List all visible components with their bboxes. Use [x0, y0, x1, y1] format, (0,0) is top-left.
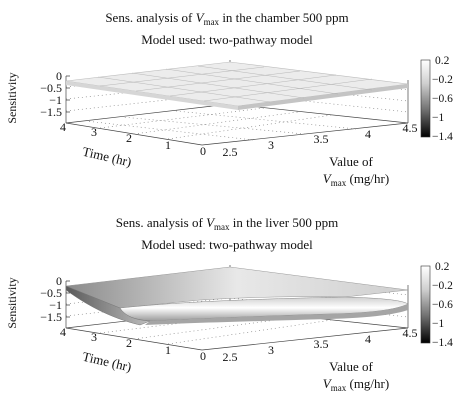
colorbar-tick-label: 0.2: [435, 55, 450, 67]
y-axis: 4 3 2 1 0 Time (hr): [60, 120, 206, 170]
x-axis-label-line1: Value of: [329, 359, 373, 374]
x-tick-label: 3.5: [314, 132, 329, 146]
x-tick-label: 3: [268, 343, 274, 357]
colorbar-tick-label: −0.2: [432, 74, 453, 86]
x-tick-label: 3: [268, 138, 274, 152]
colorbar-tick-label: −0.6: [432, 299, 453, 311]
z-tick-label: −1: [49, 93, 62, 107]
z-tick-label: −0.5: [40, 81, 62, 95]
x-axis: 2.5 3 3.5 4 4.5 Value of Vmax (mg/hr): [223, 121, 418, 188]
chart-title-line1: Sens. analysis of Vmax in the chamber 50…: [105, 10, 348, 27]
colorbar-tick-label: −0.6: [432, 93, 453, 105]
colorbar-tick-label: −1.4: [432, 337, 453, 349]
x-tick-label: 4: [365, 332, 371, 346]
y-axis-label: Time (hr): [81, 349, 133, 375]
z-tick-label: −1.5: [40, 310, 62, 324]
y-tick-label: 0: [200, 144, 206, 158]
colorbar-tick-label: −1.4: [432, 131, 453, 143]
z-tick-label: 0: [56, 69, 62, 83]
x-axis: 2.5 3 3.5 4 4.5 Value of Vmax (mg/hr): [223, 326, 418, 393]
y-axis: 4 3 2 1 0 Time (hr): [60, 325, 206, 375]
panel-chamber: Sens. analysis of Vmax in the chamber 50…: [5, 10, 453, 188]
x-tick-label: 2.5: [223, 350, 238, 364]
x-tick-label: 4.5: [403, 326, 418, 340]
surface-liver: [65, 266, 409, 326]
y-tick-label: 2: [126, 131, 132, 145]
x-tick-label: 3.5: [314, 337, 329, 351]
x-axis-label-line1: Value of: [329, 154, 373, 169]
z-axis-label: Sensitivity: [5, 277, 19, 328]
y-tick-label: 4: [60, 120, 66, 134]
x-axis-label-line2: Vmax (mg/hr): [323, 376, 389, 393]
colorbar-tick-label: −1: [432, 318, 444, 330]
z-tick-label: −0.5: [40, 286, 62, 300]
z-axis: 0 −0.5 −1 −1.5 Sensitivity: [5, 69, 70, 124]
z-axis: 0 −0.5 −1 −1.5 Sensitivity: [5, 274, 70, 329]
x-tick-label: 4.5: [403, 121, 418, 135]
x-axis-label-line2: Vmax (mg/hr): [323, 171, 389, 188]
y-tick-label: 2: [126, 336, 132, 350]
y-tick-label: 0: [200, 349, 206, 363]
z-tick-label: −1.5: [40, 105, 62, 119]
z-tick-label: 0: [56, 274, 62, 288]
colorbar: 0.2 −0.2 −0.6 −1 −1.4: [420, 55, 453, 143]
chart-title-line2: Model used: two-pathway model: [141, 237, 313, 252]
surface-chamber: [65, 61, 409, 110]
grid-dots: [65, 69, 409, 141]
colorbar-tick-label: −0.2: [432, 280, 453, 292]
z-tick-label: −1: [49, 298, 62, 312]
y-tick-label: 3: [91, 330, 97, 344]
y-tick-label: 1: [165, 138, 171, 152]
y-tick-label: 4: [60, 325, 66, 339]
chart-title-line1: Sens. analysis of Vmax in the liver 500 …: [116, 215, 338, 232]
y-axis-label: Time (hr): [81, 144, 133, 170]
colorbar-tick-label: 0.2: [435, 261, 450, 273]
x-tick-label: 2.5: [223, 145, 238, 159]
y-tick-label: 3: [91, 125, 97, 139]
y-tick-label: 1: [165, 343, 171, 357]
x-tick-label: 4: [365, 127, 371, 141]
panel-liver: Sens. analysis of Vmax in the liver 500 …: [5, 215, 453, 393]
z-axis-label: Sensitivity: [5, 72, 19, 123]
colorbar-tick-label: −1: [432, 112, 444, 124]
chart-title-line2: Model used: two-pathway model: [141, 32, 313, 47]
colorbar: 0.2 −0.2 −0.6 −1 −1.4: [420, 261, 453, 349]
